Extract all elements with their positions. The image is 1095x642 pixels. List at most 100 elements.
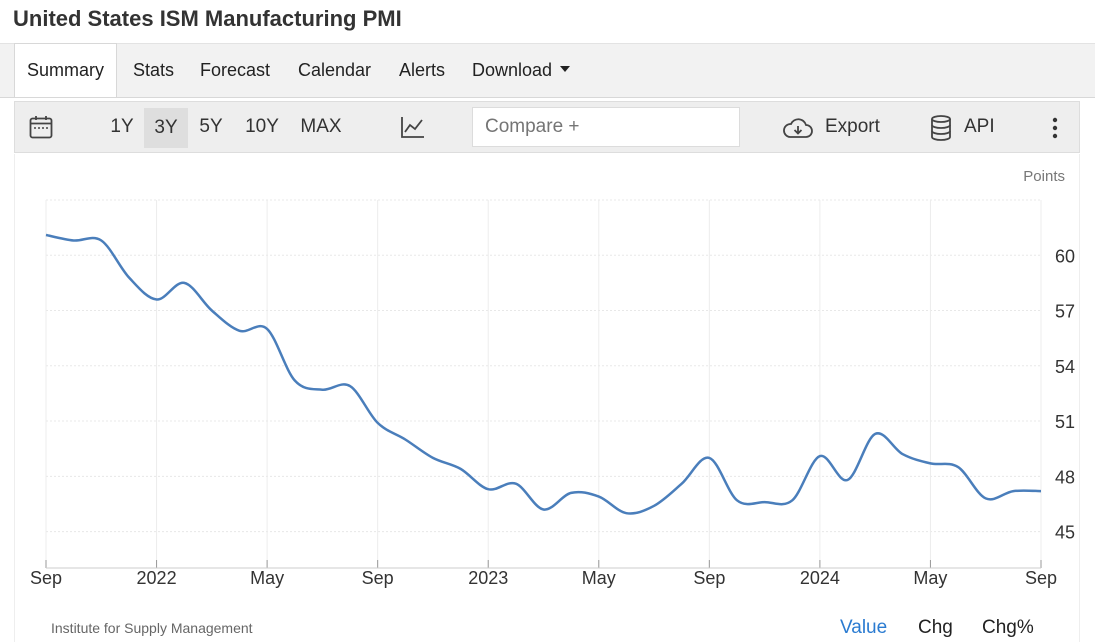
- data-point: [624, 511, 628, 515]
- data-point: [348, 384, 352, 388]
- data-point: [155, 298, 159, 302]
- y-tick-label: 48: [1055, 467, 1075, 487]
- data-point: [72, 239, 76, 243]
- range-10y-label: 10Y: [245, 116, 279, 137]
- data-point: [901, 452, 905, 456]
- tab-alerts-label: Alerts: [399, 60, 446, 80]
- data-point: [597, 495, 601, 499]
- data-point: [707, 456, 711, 460]
- caret-down-icon: [560, 66, 571, 73]
- tab-forecast-label: Forecast: [200, 60, 271, 80]
- x-tick-label: May: [250, 568, 284, 588]
- data-point: [293, 379, 297, 383]
- range-max-label: MAX: [300, 116, 342, 137]
- data-point: [44, 233, 48, 237]
- data-point: [1011, 489, 1015, 493]
- data-point: [431, 456, 435, 460]
- data-point: [928, 461, 932, 465]
- pmi-line-chart: 45 48 51 54 57 60 Sep 2022 May Sep 2023 May Sep 2024 M…: [30, 168, 1075, 588]
- export-button[interactable]: Export: [825, 102, 880, 152]
- data-point: [873, 432, 877, 436]
- value-button[interactable]: Value: [840, 617, 887, 639]
- tab-calendar[interactable]: Calendar: [298, 44, 371, 97]
- page-title: United States ISM Manufacturing PMI: [13, 6, 402, 31]
- data-point: [238, 329, 242, 333]
- data-point: [956, 465, 960, 469]
- chg-button[interactable]: Chg: [918, 617, 953, 639]
- data-point: [127, 275, 131, 279]
- data-point: [403, 438, 407, 442]
- cloud-download-icon[interactable]: [782, 116, 814, 145]
- value-label: Value: [840, 617, 888, 638]
- x-tick-label: May: [913, 568, 947, 588]
- tab-download[interactable]: Download: [472, 44, 571, 97]
- y-tick-label: 57: [1055, 302, 1075, 322]
- data-point: [569, 491, 573, 495]
- data-point: [652, 504, 656, 508]
- data-point: [846, 478, 850, 482]
- x-tick-label: 2023: [468, 568, 508, 588]
- x-tick-label: 2024: [800, 568, 840, 588]
- data-point: [680, 482, 684, 486]
- data-point: [514, 482, 518, 486]
- tab-bar: Summary Stats Forecast Calendar Alerts D…: [0, 43, 1095, 98]
- compare-input[interactable]: [472, 107, 740, 147]
- x-tick-label: Sep: [1025, 568, 1057, 588]
- range-10y-button[interactable]: 10Y: [239, 102, 285, 152]
- api-label: API: [964, 116, 995, 137]
- data-point: [182, 281, 186, 285]
- data-point: [763, 500, 767, 504]
- data-point: [984, 496, 988, 500]
- data-point: [735, 498, 739, 502]
- data-point: [486, 487, 490, 491]
- x-tick-label: May: [582, 568, 616, 588]
- tab-summary[interactable]: Summary: [14, 43, 118, 97]
- tab-summary-label: Summary: [27, 60, 105, 80]
- x-tick-label: Sep: [362, 568, 394, 588]
- data-point: [1039, 489, 1043, 493]
- tab-stats[interactable]: Stats: [133, 44, 174, 97]
- data-point: [790, 498, 794, 502]
- tab-download-label: Download: [472, 60, 553, 80]
- chg-label: Chg: [918, 617, 953, 638]
- data-point: [818, 454, 822, 458]
- y-tick-label: 60: [1055, 246, 1075, 266]
- data-point: [99, 239, 103, 243]
- range-3y-button[interactable]: 3Y: [144, 108, 188, 148]
- tab-forecast[interactable]: Forecast: [200, 44, 270, 97]
- y-tick-label: 45: [1055, 523, 1075, 543]
- chg-pct-button[interactable]: Chg%: [982, 617, 1034, 639]
- y-axis-label: Points: [1023, 168, 1065, 185]
- data-point: [210, 309, 214, 313]
- source-label[interactable]: Institute for Supply Management: [51, 620, 253, 636]
- range-5y-label: 5Y: [199, 116, 223, 137]
- y-tick-label: 51: [1055, 412, 1075, 432]
- more-vertical-icon[interactable]: [1051, 117, 1059, 144]
- data-point: [376, 421, 380, 425]
- range-3y-label: 3Y: [154, 117, 178, 138]
- api-button[interactable]: API: [964, 102, 995, 152]
- tab-calendar-label: Calendar: [298, 60, 372, 80]
- tab-alerts[interactable]: Alerts: [399, 44, 445, 97]
- x-tick-label: Sep: [693, 568, 725, 588]
- range-5y-button[interactable]: 5Y: [193, 102, 229, 152]
- data-point: [320, 388, 324, 392]
- line-chart-icon[interactable]: [400, 115, 426, 144]
- series-line: [45, 233, 1042, 515]
- export-label: Export: [825, 116, 880, 137]
- range-max-button[interactable]: MAX: [296, 102, 346, 152]
- chart-area: 45 48 51 54 57 60 Sep 2022 May Sep 2023 May Sep 2024 M…: [14, 154, 1080, 642]
- range-1y-button[interactable]: 1Y: [105, 102, 139, 152]
- chart-toolbar: 1Y 3Y 5Y 10Y MAX Export API: [14, 101, 1080, 153]
- tab-stats-label: Stats: [133, 60, 175, 80]
- chg-pct-label: Chg%: [982, 617, 1034, 638]
- data-point: [459, 467, 463, 471]
- calendar-icon[interactable]: [29, 115, 53, 144]
- y-tick-label: 54: [1055, 357, 1075, 377]
- database-icon[interactable]: [930, 115, 952, 146]
- x-tick-label: 2022: [137, 568, 177, 588]
- data-point: [542, 508, 546, 512]
- x-tick-label: Sep: [30, 568, 62, 588]
- data-point: [265, 327, 269, 331]
- range-1y-label: 1Y: [110, 116, 134, 137]
